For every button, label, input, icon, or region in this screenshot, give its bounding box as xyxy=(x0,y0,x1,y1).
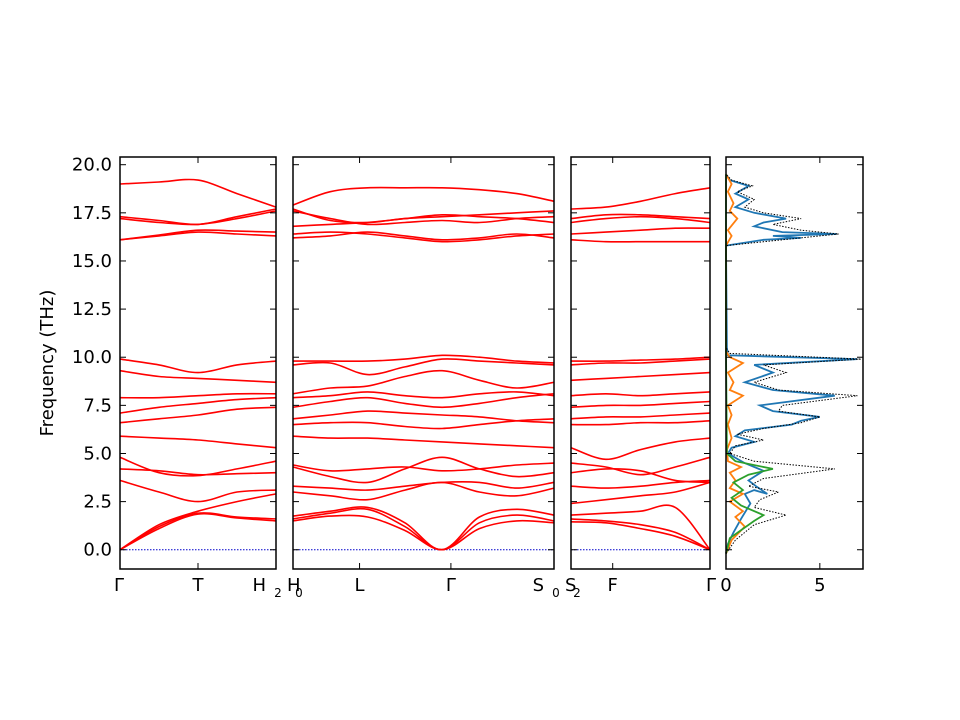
x-tick-label: H xyxy=(287,575,301,596)
band-panel-H0-L-G-S0: H0 L Γ S 0 xyxy=(287,156,560,600)
y-tick-label: 12.5 xyxy=(72,299,112,320)
phonon-band-15 xyxy=(293,354,555,364)
y-tick-label: 17.5 xyxy=(72,203,112,224)
phonon-band-7 xyxy=(570,456,711,476)
dos-panel-frame xyxy=(725,156,864,570)
dos-x-tick-label: 0 xyxy=(720,575,731,596)
phonon-band-5 xyxy=(292,480,555,491)
phonon-band-4 xyxy=(119,479,277,503)
dos-x-tick-label: 5 xyxy=(814,575,825,596)
phonon-band-11 xyxy=(292,393,555,409)
phonon-band-14 xyxy=(570,358,711,366)
phonon-band-8 xyxy=(570,437,711,461)
phonon-band-10 xyxy=(292,410,555,424)
x-tick-label: T xyxy=(192,575,205,596)
phonon-band-3 xyxy=(119,512,277,551)
phonon-band-10 xyxy=(119,392,277,399)
y-axis-label: Frequency (THz) xyxy=(37,290,58,437)
y-tick-label: 15.0 xyxy=(72,251,112,272)
phonon-band-17 xyxy=(292,231,555,241)
x-tick-label: H xyxy=(252,575,266,596)
phonon-band-21 xyxy=(292,186,555,206)
y-tick-label: 2.5 xyxy=(83,492,112,513)
y-tick-label: 7.5 xyxy=(83,395,112,416)
phonon-band-2 xyxy=(292,514,555,551)
dos-total-curve xyxy=(725,173,862,554)
phonon-band-12 xyxy=(292,391,555,399)
phonon-band-14 xyxy=(119,229,277,241)
y-tick-label: 0.0 xyxy=(83,540,112,561)
phonon-band-11 xyxy=(570,400,711,409)
phonon-band-9 xyxy=(570,420,711,426)
x-tick-label: L xyxy=(355,575,365,596)
phonon-band-18 xyxy=(570,215,711,224)
phonon-band-6 xyxy=(292,462,555,472)
x-tick-label: Γ xyxy=(446,575,456,596)
phonon-band-15 xyxy=(570,356,711,362)
phonon-band-6 xyxy=(119,456,277,477)
phonon-band-16 xyxy=(119,210,277,226)
panel-frame xyxy=(119,156,277,570)
phonon-band-4 xyxy=(570,481,711,505)
phonon-band-5 xyxy=(119,468,277,476)
phonon-band-12 xyxy=(570,391,711,397)
phonon-band-4 xyxy=(292,481,555,501)
phonon-band-10 xyxy=(570,412,711,420)
phonon-band-16 xyxy=(570,239,710,243)
phonon-band-16 xyxy=(292,231,555,243)
phonon-band-1 xyxy=(119,493,277,551)
phonon-band-13 xyxy=(292,369,555,395)
band-panel-S2-F-G: S2 F Γ xyxy=(565,156,716,600)
panel-frame xyxy=(570,156,711,570)
phonon-band-2 xyxy=(119,512,277,551)
phonon-band-12 xyxy=(119,358,277,374)
phonon-band-19 xyxy=(570,213,711,220)
phonon-band-20 xyxy=(292,213,555,228)
phonon-band-6 xyxy=(570,468,711,484)
phonon-band-17 xyxy=(570,227,711,235)
phonon-band-3 xyxy=(570,504,711,551)
x-tick-label-subscript: 0 xyxy=(295,586,303,600)
x-tick-label: S xyxy=(533,575,544,596)
dos-partial-curve-1 xyxy=(725,173,858,554)
x-tick-label: F xyxy=(608,575,618,596)
phonon-band-8 xyxy=(119,406,277,424)
phonon-band-8 xyxy=(292,435,555,449)
x-tick-label: Γ xyxy=(706,575,716,596)
panel-frame xyxy=(292,156,555,570)
phonon-band-9 xyxy=(119,396,277,414)
y-tick-label: 10.0 xyxy=(72,347,112,368)
y-tick-label: 20.0 xyxy=(72,155,112,176)
phonon-band-1 xyxy=(292,507,555,551)
phonon-band-14 xyxy=(292,358,555,376)
x-tick-label: S xyxy=(565,575,576,596)
phonon-band-18 xyxy=(292,208,555,224)
x-tick-label-subscript: 2 xyxy=(274,586,282,600)
y-tick-label: 5.0 xyxy=(83,443,112,464)
phonon-band-2 xyxy=(570,518,711,551)
x-tick-label-subscript: 2 xyxy=(573,586,581,600)
phonon-band-7 xyxy=(119,435,277,449)
dos-partial-curve-3 xyxy=(725,174,774,554)
phonon-band-17 xyxy=(119,178,277,208)
phonon-band-11 xyxy=(119,369,277,384)
x-tick-label-subscript: 0 xyxy=(552,586,560,600)
phonon-band-20 xyxy=(570,187,711,210)
phonon-band-13 xyxy=(570,371,711,382)
x-tick-label: Γ xyxy=(114,575,124,596)
phonon-band-3 xyxy=(292,506,555,551)
phonon-band-7 xyxy=(292,456,555,484)
phonon-band-1 xyxy=(570,521,711,551)
